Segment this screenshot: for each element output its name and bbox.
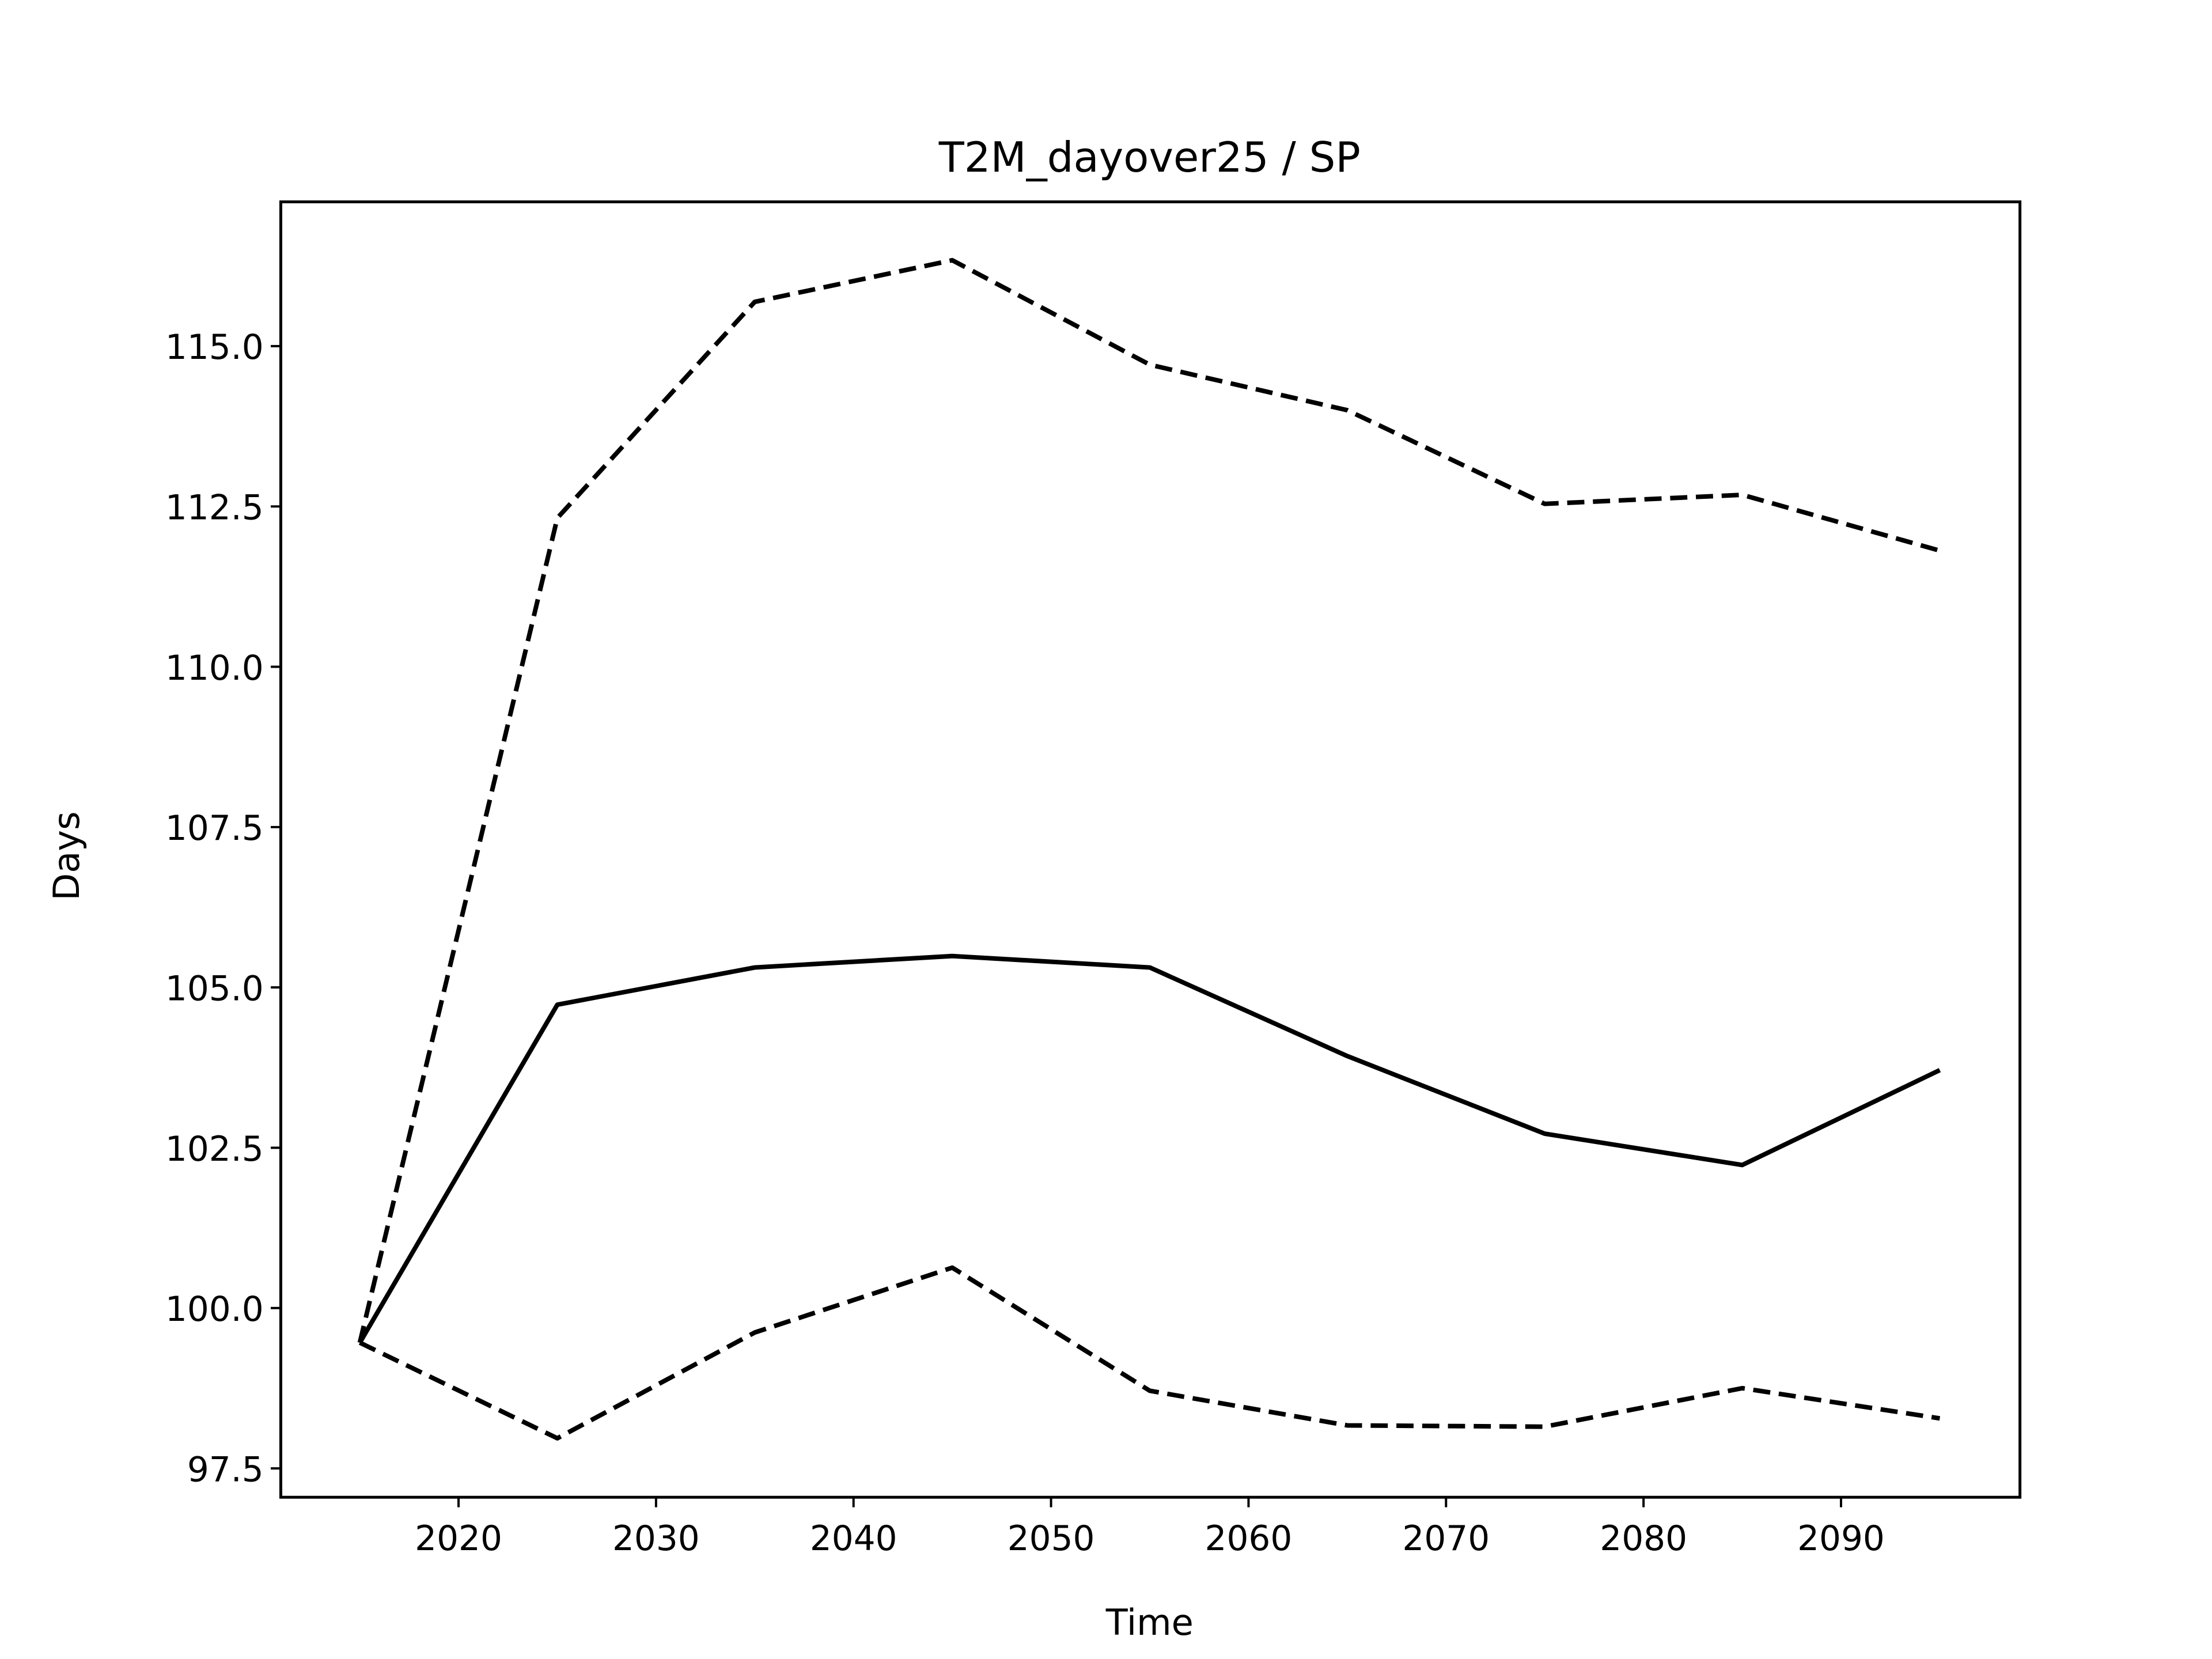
x-tick-label: 2070 [1402,1519,1490,1559]
x-tick-label: 2050 [1007,1519,1095,1559]
x-axis-label: Time [1105,1601,1194,1643]
x-tick-label: 2040 [810,1519,897,1559]
y-tick-label: 100.0 [165,1290,264,1330]
line-series [358,1265,1941,1441]
plot-frame [279,200,2022,1499]
y-tick-label: 97.5 [187,1450,264,1490]
x-tick-label: 2060 [1205,1519,1293,1559]
y-tick-label: 105.0 [165,969,264,1009]
x-tick-label: 2090 [1797,1519,1885,1559]
y-tick-label: 102.5 [165,1130,264,1169]
y-tick-label: 115.0 [165,328,264,368]
x-tick-label: 2020 [415,1519,502,1559]
x-tick-label: 2080 [1600,1519,1687,1559]
y-axis-label: Days [46,811,88,900]
x-tick-label: 2030 [612,1519,700,1559]
y-tick-label: 112.5 [165,488,264,528]
y-tick-label: 110.0 [165,649,264,688]
chart-title: T2M_dayover25 / SP [938,133,1361,181]
line-series [357,257,1941,1343]
line-series [358,953,1941,1344]
y-tick-label: 107.5 [165,809,264,849]
